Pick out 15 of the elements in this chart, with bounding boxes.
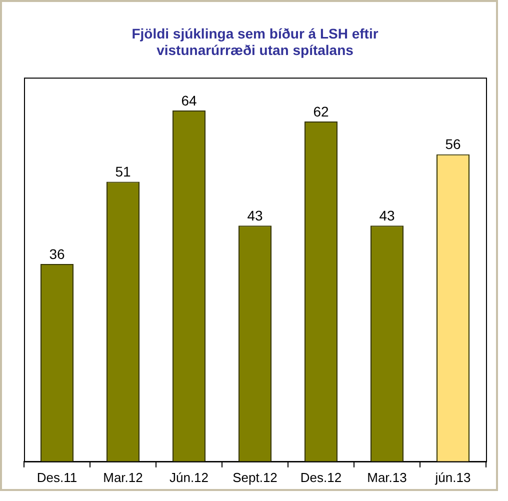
x-tick-label: Des.11: [36, 470, 78, 485]
chart-title: Fjöldi sjúklinga sem bíður á LSH eftir vistunarúrræði utan spítalans: [132, 25, 379, 58]
x-tick-label: Sept.12: [232, 470, 278, 485]
x-tick-label: jún.13: [434, 470, 471, 485]
data-label: 43: [247, 207, 263, 224]
x-tick-label: Mar.13: [367, 470, 407, 485]
data-label: 43: [379, 207, 395, 224]
x-tick-label: Mar.12: [103, 470, 143, 485]
data-label: 62: [313, 103, 329, 120]
data-label: 36: [49, 246, 65, 262]
data-label: 51: [115, 164, 131, 180]
x-tick-label: Jún.12: [169, 470, 209, 485]
x-tick-label: Des.12: [300, 470, 342, 485]
data-label: 64: [181, 92, 197, 108]
data-label: 56: [445, 136, 461, 152]
